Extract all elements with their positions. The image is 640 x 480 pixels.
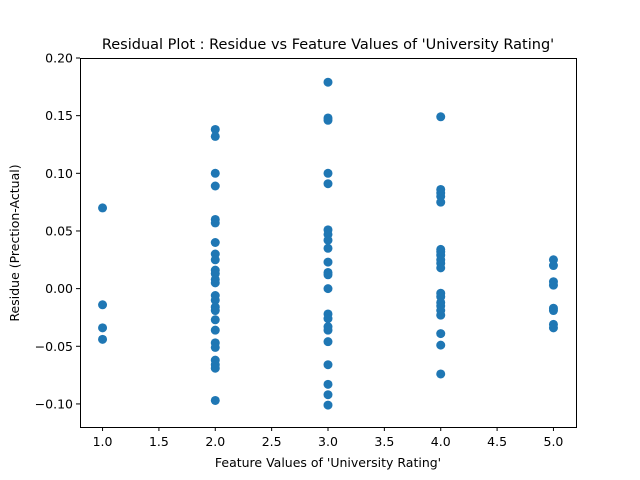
x-axis-label: Feature Values of 'University Rating' — [215, 455, 441, 470]
y-tick-label: −0.05 — [35, 339, 73, 354]
data-point — [210, 131, 220, 141]
y-tick-label: −0.10 — [35, 396, 73, 411]
data-point — [323, 257, 333, 267]
data-point — [436, 197, 446, 207]
x-tick-label: 1.0 — [93, 434, 113, 449]
x-tick-label: 3.5 — [374, 434, 394, 449]
data-point — [323, 390, 333, 400]
data-point — [210, 255, 220, 265]
x-tick-label: 5.0 — [544, 434, 564, 449]
data-point — [436, 369, 446, 379]
data-point — [323, 325, 333, 335]
data-point — [210, 124, 220, 134]
data-point — [323, 168, 333, 178]
data-point — [210, 395, 220, 405]
data-point — [548, 306, 558, 316]
data-point — [436, 310, 446, 320]
chart-title: Residual Plot : Residue vs Feature Value… — [102, 37, 554, 53]
data-point — [436, 340, 446, 350]
data-point — [210, 238, 220, 247]
data-point — [323, 379, 333, 389]
data-point — [323, 284, 333, 294]
data-point — [210, 315, 220, 325]
data-point — [98, 300, 108, 310]
data-points — [98, 77, 558, 410]
data-point — [436, 112, 446, 122]
y-tick-label: 0.20 — [45, 51, 73, 66]
data-point — [436, 329, 446, 339]
data-point — [210, 295, 220, 305]
data-point — [210, 325, 220, 335]
x-tick-label: 2.0 — [205, 434, 225, 449]
data-point — [323, 337, 333, 347]
data-point — [323, 270, 333, 280]
data-point — [98, 203, 108, 213]
y-axis-ticks: −0.10 −0.05 0.00 0.05 0.10 0.15 0.20 — [35, 51, 80, 411]
y-tick-label: 0.15 — [45, 108, 73, 123]
x-tick-label: 4.5 — [487, 434, 507, 449]
data-point — [210, 168, 220, 178]
data-point — [548, 323, 558, 333]
data-point — [98, 323, 108, 333]
plot-frame — [80, 58, 577, 428]
data-point — [210, 218, 220, 228]
y-tick-label: 0.00 — [45, 281, 73, 296]
data-point — [210, 278, 220, 288]
data-point — [323, 243, 333, 253]
y-tick-label: 0.10 — [45, 166, 73, 181]
x-tick-label: 1.5 — [149, 434, 169, 449]
x-axis-ticks: 1.0 1.5 2.0 2.5 3.0 3.5 4.0 4.5 5.0 — [93, 427, 564, 449]
data-point — [548, 261, 558, 271]
y-axis-label: Residue (Prection-Actual) — [7, 164, 22, 321]
data-point — [210, 181, 220, 191]
data-point — [323, 314, 333, 324]
data-point — [210, 306, 220, 316]
data-point — [323, 400, 333, 410]
data-point — [98, 334, 108, 344]
x-tick-label: 3.0 — [318, 434, 338, 449]
y-tick-label: 0.05 — [45, 223, 73, 238]
data-point — [210, 342, 220, 352]
data-point — [323, 235, 333, 245]
data-point — [323, 179, 333, 189]
x-tick-label: 2.5 — [262, 434, 282, 449]
data-point — [548, 280, 558, 290]
x-tick-label: 4.0 — [431, 434, 451, 449]
data-point — [436, 263, 446, 273]
data-point — [323, 77, 333, 87]
data-point — [323, 360, 333, 370]
data-point — [323, 115, 333, 125]
data-point — [210, 363, 220, 373]
